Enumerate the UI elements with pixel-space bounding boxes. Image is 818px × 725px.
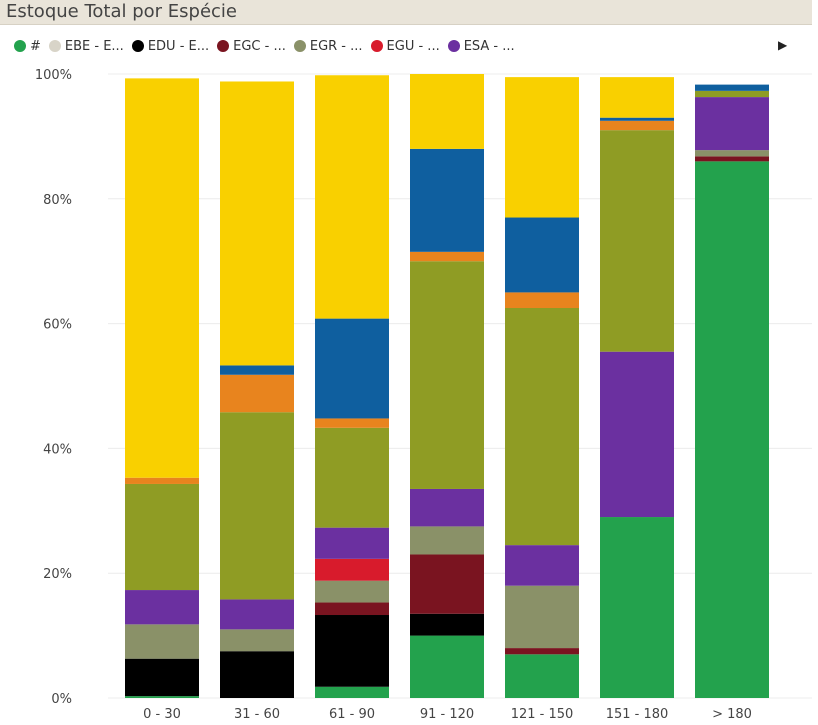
legend-label: EGR - ... xyxy=(309,38,363,54)
bar-segment[interactable] xyxy=(410,261,484,489)
bar-segment[interactable] xyxy=(125,696,199,698)
chart-title: Estoque Total por Espécie xyxy=(6,1,237,22)
y-tick-label: 40% xyxy=(43,442,72,457)
legend-swatch xyxy=(131,40,144,52)
legend-swatch xyxy=(48,40,61,52)
bar-segment[interactable] xyxy=(125,477,199,484)
bar-segment[interactable] xyxy=(600,120,674,131)
bar-segment[interactable] xyxy=(315,418,389,428)
bar-segment[interactable] xyxy=(410,635,484,698)
bar-segment[interactable] xyxy=(125,658,199,697)
x-tick-label: 0 - 30 xyxy=(143,707,181,722)
bar-segment[interactable] xyxy=(600,351,674,518)
x-tick-label: > 180 xyxy=(712,707,752,722)
chart-legend[interactable]: # EBE - E... EDU - E... EGC - ... EGR - ... E… xyxy=(14,35,523,57)
bar-segment[interactable] xyxy=(505,585,579,649)
bar-segment[interactable] xyxy=(410,251,484,262)
x-tick-label: 31 - 60 xyxy=(234,707,280,722)
bar-segment[interactable] xyxy=(695,161,769,699)
bar-segment[interactable] xyxy=(220,412,294,600)
legend-label: EGU - ... xyxy=(386,38,440,54)
x-tick-label: 61 - 90 xyxy=(329,707,375,722)
bar-segment[interactable] xyxy=(315,427,389,528)
bar-segment[interactable] xyxy=(505,217,579,293)
bar-segment[interactable] xyxy=(315,75,389,319)
y-tick-label: 60% xyxy=(43,318,72,333)
legend-item[interactable]: EGR - ... xyxy=(293,38,363,54)
x-tick-label: 91 - 120 xyxy=(420,707,474,722)
bar-segment[interactable] xyxy=(695,156,769,162)
bar-segment[interactable] xyxy=(410,554,484,614)
bar-segment[interactable] xyxy=(220,599,294,630)
legend-label: EBE - E... xyxy=(64,38,124,54)
legend-item[interactable]: EDU - E... xyxy=(131,38,210,54)
bar-segment[interactable] xyxy=(600,517,674,698)
bar-segment[interactable] xyxy=(410,488,484,527)
legend-item[interactable]: # xyxy=(14,39,41,54)
bar-segment[interactable] xyxy=(695,90,769,98)
bar-segment[interactable] xyxy=(220,81,294,366)
bar-segment[interactable] xyxy=(505,308,579,546)
bar-segment[interactable] xyxy=(505,77,579,218)
x-tick-label: 151 - 180 xyxy=(606,707,669,722)
bar-segment[interactable] xyxy=(220,374,294,413)
bar-segment[interactable] xyxy=(505,654,579,698)
legend-label: ESA - ... xyxy=(463,38,515,54)
bar-segment[interactable] xyxy=(315,527,389,559)
bar-segment[interactable] xyxy=(410,526,484,555)
legend-swatch xyxy=(293,40,306,52)
legend-swatch xyxy=(217,40,230,52)
bar-segment[interactable] xyxy=(695,84,769,91)
bar-segment[interactable] xyxy=(125,590,199,625)
bar-segment[interactable] xyxy=(505,648,579,655)
bar-segment[interactable] xyxy=(125,78,199,478)
bar-segment[interactable] xyxy=(600,117,674,121)
bar-segment[interactable] xyxy=(410,74,484,149)
bar-segment[interactable] xyxy=(410,613,484,636)
legend-label: EGC - ... xyxy=(233,38,286,54)
legend-item[interactable]: EGC - ... xyxy=(217,39,286,54)
y-tick-label: 100% xyxy=(35,68,72,83)
bar-segment[interactable] xyxy=(125,624,199,659)
bar-segment[interactable] xyxy=(505,545,579,586)
legend-item[interactable]: EBE - E... xyxy=(48,38,124,54)
bar-segment[interactable] xyxy=(220,629,294,652)
legend-next-arrow-icon[interactable]: ▶ xyxy=(778,38,788,52)
legend-label: # xyxy=(30,38,41,54)
bar-segment[interactable] xyxy=(315,558,389,581)
legend-item[interactable]: ESA - ... xyxy=(447,38,515,54)
bar-segment[interactable] xyxy=(695,150,769,157)
y-tick-label: 80% xyxy=(43,193,72,208)
y-tick-label: 0% xyxy=(51,692,72,707)
legend-label: EDU - E... xyxy=(147,38,210,54)
bar-segment[interactable] xyxy=(315,686,389,698)
bar-segment[interactable] xyxy=(315,580,389,603)
bar-segment[interactable] xyxy=(220,651,294,698)
bar-segment[interactable] xyxy=(600,130,674,352)
legend-item[interactable]: EGU - ... xyxy=(370,38,440,54)
legend-swatch xyxy=(447,40,460,52)
legend-swatch xyxy=(370,40,383,52)
bar-segment[interactable] xyxy=(315,615,389,687)
y-tick-label: 20% xyxy=(43,567,72,582)
bar-segment[interactable] xyxy=(315,318,389,419)
bar-segment[interactable] xyxy=(315,602,389,616)
chart-title-bar: Estoque Total por Espécie xyxy=(0,0,812,25)
bar-segment[interactable] xyxy=(600,77,674,118)
bar-segment[interactable] xyxy=(410,148,484,252)
legend-swatch xyxy=(14,40,26,52)
bar-segment[interactable] xyxy=(505,292,579,308)
x-tick-label: 121 - 150 xyxy=(511,707,574,722)
bar-segment[interactable] xyxy=(125,483,199,591)
bar-segment[interactable] xyxy=(695,97,769,151)
bar-segment[interactable] xyxy=(220,365,294,375)
